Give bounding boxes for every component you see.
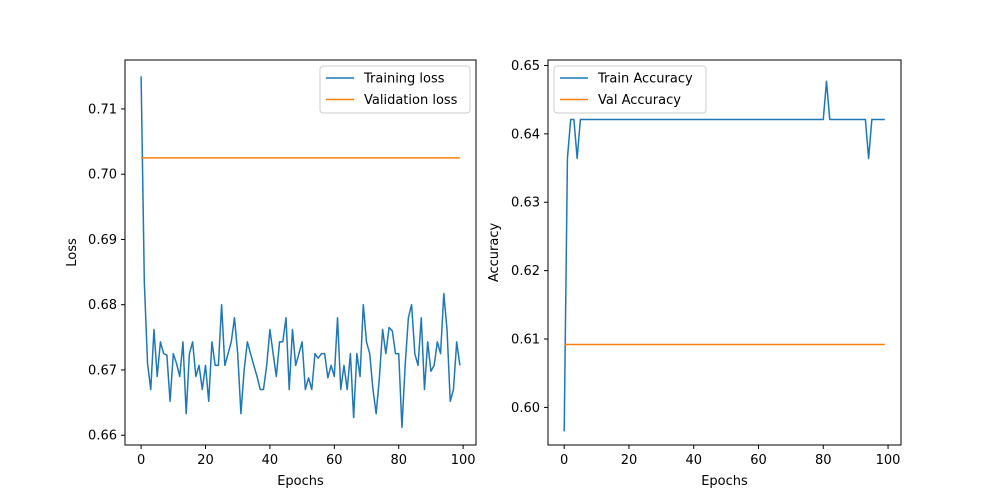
loss-axes-frame <box>124 59 477 446</box>
loss-x-tick-label: 60 <box>326 453 343 468</box>
accuracy-y-tick-label: 0.60 <box>511 401 540 416</box>
accuracy-y-tick-label: 0.65 <box>511 59 540 74</box>
accuracy-chart: 0 20 40 60 80 100 0.60 0.61 0.62 0.63 0.64 0.65 Ep… <box>487 59 902 489</box>
loss-y-axis-label: Loss <box>65 238 80 267</box>
loss-legend: Training loss Validation loss <box>319 65 471 114</box>
loss-y-tick-label: 0.69 <box>88 233 117 248</box>
loss-legend-label: Validation loss <box>364 93 458 108</box>
accuracy-y-tick-label: 0.61 <box>511 333 540 348</box>
loss-y-tick-label: 0.71 <box>88 102 117 117</box>
accuracy-x-axis-label: Epochs <box>701 474 748 489</box>
loss-y-tick-label: 0.67 <box>88 363 117 378</box>
accuracy-x-tick-label: 60 <box>750 453 767 468</box>
accuracy-series-line-1 <box>563 80 885 432</box>
accuracy-legend: Train Accuracy Val Accuracy <box>553 65 707 114</box>
accuracy-legend-label: Train Accuracy <box>597 72 693 87</box>
loss-x-axis-label: Epochs <box>277 474 324 489</box>
loss-y-tick-label: 0.68 <box>88 298 117 313</box>
accuracy-x-tick-label: 100 <box>876 453 901 468</box>
accuracy-y-axis-ticks: 0.60 0.61 0.62 0.63 0.64 0.65 <box>511 59 548 416</box>
accuracy-x-tick-label: 40 <box>685 453 702 468</box>
accuracy-y-tick-label: 0.64 <box>511 127 540 142</box>
loss-series-line-1 <box>140 76 461 429</box>
accuracy-y-axis-label: Accuracy <box>487 223 502 283</box>
accuracy-axes-frame <box>547 59 902 446</box>
accuracy-legend-box <box>553 65 707 114</box>
loss-plot-lines <box>140 76 461 429</box>
accuracy-x-tick-label: 20 <box>621 453 638 468</box>
accuracy-x-tick-label: 0 <box>560 453 568 468</box>
loss-y-axis-ticks: 0.66 0.67 0.68 0.69 0.70 0.71 <box>88 102 125 444</box>
loss-y-tick-label: 0.70 <box>88 168 117 183</box>
accuracy-x-axis-ticks: 0 20 40 60 80 100 <box>560 445 900 468</box>
accuracy-plot-lines <box>563 80 885 432</box>
loss-y-tick-label: 0.66 <box>88 429 117 444</box>
loss-x-tick-label: 100 <box>451 453 476 468</box>
accuracy-legend-label: Val Accuracy <box>598 93 681 108</box>
loss-x-tick-label: 40 <box>262 453 279 468</box>
loss-x-tick-label: 20 <box>197 453 214 468</box>
loss-chart: 0 20 40 60 80 100 0.66 0.67 0.68 0.69 0.70 0.71 Ep… <box>65 59 477 489</box>
accuracy-y-tick-label: 0.62 <box>511 264 540 279</box>
loss-x-tick-label: 0 <box>137 453 145 468</box>
loss-legend-label: Training loss <box>363 72 445 87</box>
loss-legend-box <box>319 65 471 114</box>
accuracy-x-tick-label: 80 <box>815 453 832 468</box>
loss-x-tick-label: 80 <box>390 453 407 468</box>
accuracy-y-tick-label: 0.63 <box>511 196 540 211</box>
loss-x-axis-ticks: 0 20 40 60 80 100 <box>137 445 476 468</box>
